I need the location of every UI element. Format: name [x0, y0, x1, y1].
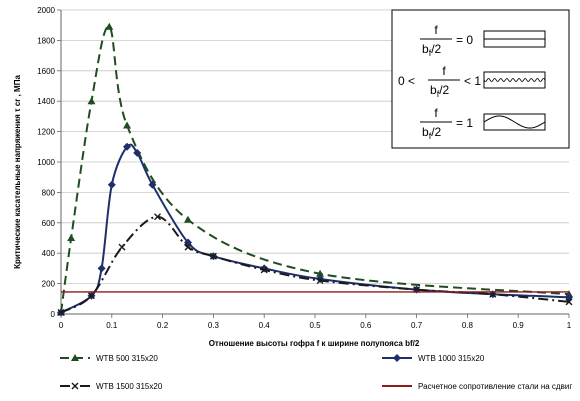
formula-prefix: 0 <	[398, 74, 415, 88]
series-layer	[57, 22, 573, 317]
data-point	[87, 97, 96, 105]
formula-denominator-tail: /2	[439, 83, 449, 97]
legend: WTB 500 315х20 WTB 1000 315х20 WTB 1500 31…	[60, 354, 572, 391]
inset-row: fbf/2= 0	[420, 23, 546, 58]
data-point	[133, 148, 142, 157]
axes	[57, 9, 570, 318]
data-point	[123, 121, 132, 129]
data-point	[57, 308, 65, 316]
data-point	[184, 243, 192, 251]
series-3	[57, 213, 573, 316]
y-tick-label: 400	[42, 249, 56, 258]
x-tick-label: 0.8	[462, 321, 474, 330]
formula-relation: = 0	[456, 33, 473, 47]
data-point	[87, 292, 95, 300]
formula-denominator: bf/2	[422, 125, 442, 141]
x-tick-label: 1	[567, 321, 572, 330]
series-line	[60, 143, 570, 314]
y-tick-label: 1400	[37, 97, 55, 106]
x-tick-label: 0.9	[513, 321, 525, 330]
x-tick-label: 0.3	[208, 321, 220, 330]
data-point	[67, 234, 76, 241]
x-tick-label: 0.6	[360, 321, 372, 330]
y-tick-label: 0	[51, 310, 56, 319]
x-tick-label: 0.7	[411, 321, 423, 330]
legend-marker	[393, 354, 401, 362]
data-point	[154, 213, 162, 221]
x-tick-label: 0.4	[259, 321, 271, 330]
data-point	[184, 215, 192, 223]
deep-wave-icon	[483, 115, 546, 129]
data-point	[118, 243, 126, 251]
y-tick-label: 600	[42, 219, 56, 228]
x-axis-title: Отношение высоты гофра f к ширине полупо…	[209, 339, 420, 348]
series-line	[60, 25, 570, 313]
inset-row: 0 <fbf/2< 1	[398, 64, 546, 99]
data-point	[316, 277, 324, 285]
x-tick-label: 0.1	[106, 321, 118, 330]
y-tick-label: 2000	[37, 6, 55, 15]
x-tick-label: 0.2	[157, 321, 169, 330]
formula-subscript: f	[429, 48, 432, 58]
legend-label: WTB 1500 315х20	[96, 382, 163, 391]
formula-denominator: bf/2	[430, 83, 450, 99]
data-point	[209, 252, 217, 260]
formula-numerator: f	[442, 64, 446, 78]
legend-marker	[71, 382, 79, 390]
legend-item: Расчетное сопротивление стали на сдвиг	[382, 382, 572, 391]
data-point	[565, 298, 573, 306]
y-tick-label: 200	[42, 280, 56, 289]
data-point	[148, 180, 157, 189]
legend-marker	[71, 354, 79, 361]
data-point	[107, 180, 116, 189]
legend-label: Расчетное сопротивление стали на сдвиг	[418, 382, 572, 391]
x-tick-label: 0.5	[309, 321, 321, 330]
y-tick-label: 800	[42, 188, 56, 197]
legend-item: WTB 1500 315х20	[60, 382, 163, 391]
tick-labels: 0 200 400 600 800 1000 1200 1400 1600 1800 2000 0 0.…	[37, 6, 572, 330]
y-tick-label: 1800	[37, 36, 55, 45]
legend-label: WTB 500 315х20	[96, 354, 158, 363]
formula-denominator-tail: /2	[431, 125, 441, 139]
formula-numerator: f	[434, 23, 438, 37]
formula-relation: < 1	[464, 74, 481, 88]
legend-item: WTB 500 315х20	[60, 354, 158, 363]
legend-label: WTB 1000 315х20	[418, 354, 485, 363]
y-axis-title: Критические касательные напряжения τ cr …	[13, 75, 22, 269]
data-point	[105, 22, 114, 30]
data-point	[97, 264, 106, 273]
shallow-wave-icon	[483, 78, 546, 82]
formula-denominator: bf/2	[422, 42, 442, 58]
y-tick-label: 1200	[37, 128, 55, 137]
y-tick-label: 1600	[37, 67, 55, 76]
data-point	[260, 266, 268, 274]
inset-row: fbf/2= 1	[420, 106, 546, 141]
y-tick-label: 1000	[37, 158, 55, 167]
legend-item: WTB 1000 315х20	[382, 354, 485, 363]
series-line	[60, 215, 570, 314]
formula-denominator-tail: /2	[431, 42, 441, 56]
data-point	[316, 269, 325, 277]
formula-subscript: f	[429, 131, 432, 141]
formula-subscript: f	[437, 89, 440, 99]
formula-numerator: f	[434, 106, 438, 120]
formula-relation: = 1	[456, 116, 473, 130]
x-tick-label: 0	[59, 321, 64, 330]
data-point	[123, 142, 132, 151]
